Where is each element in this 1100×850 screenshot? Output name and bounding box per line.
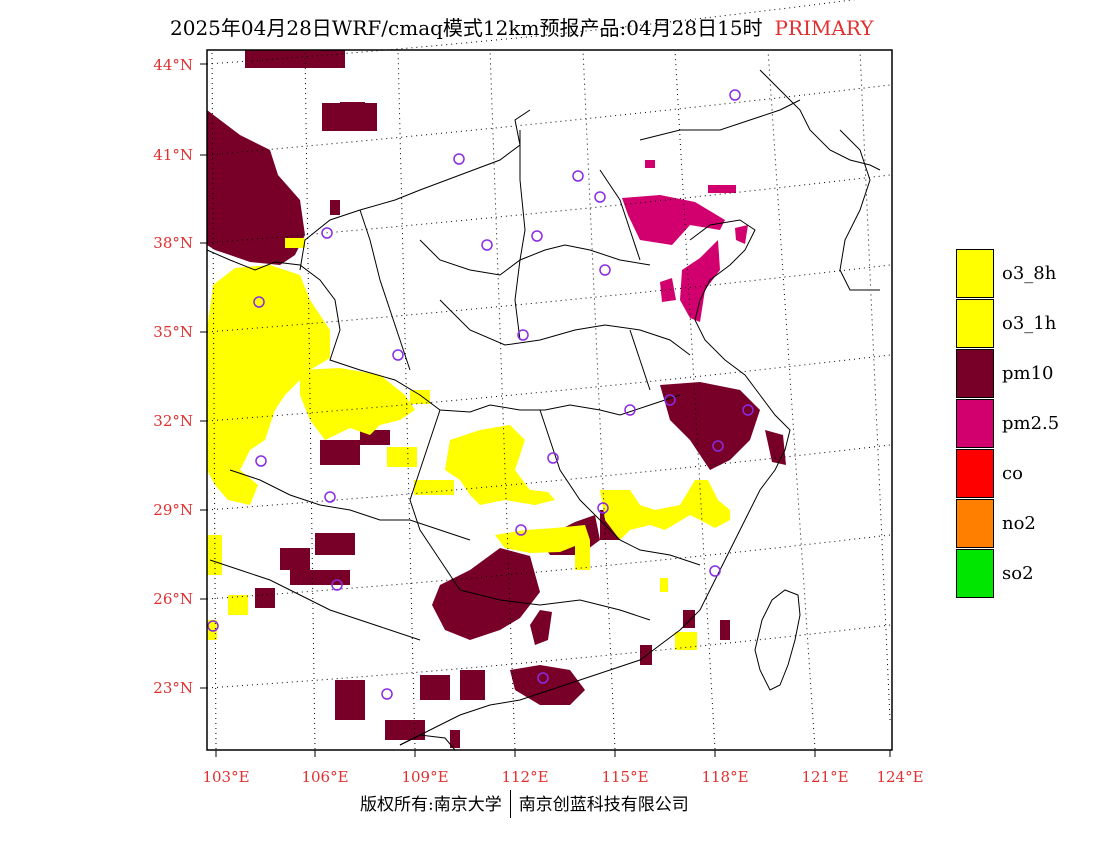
- lon-label: 112°E: [501, 768, 548, 786]
- legend-swatch: [956, 549, 994, 598]
- boundary-lines: [206, 69, 881, 751]
- legend-item-o3-8h: o3_8h: [956, 249, 1056, 299]
- legend-swatch: [956, 499, 994, 548]
- lon-label: 118°E: [701, 768, 748, 786]
- legend-label: pm10: [1002, 363, 1054, 384]
- pollution-patches: [207, 50, 786, 748]
- lon-label: 103°E: [202, 768, 249, 786]
- lat-label: 23°N: [153, 679, 193, 697]
- pollutant-legend: o3_8h o3_1h pm10 pm2.5 co no2 so2: [956, 249, 1059, 599]
- primary-tag: PRIMARY: [774, 16, 874, 40]
- copyright-company: 南京创蓝科技有限公司: [518, 795, 689, 815]
- legend-swatch: [956, 399, 994, 448]
- legend-item-pm10: pm10: [956, 349, 1054, 399]
- lat-label: 38°N: [153, 234, 193, 252]
- lat-label: 26°N: [153, 590, 193, 608]
- longitude-labels: 103°E 106°E 109°E 112°E 115°E 118°E 121°…: [202, 768, 923, 786]
- lat-label: 32°N: [153, 412, 193, 430]
- latitude-labels: 44°N 41°N 38°N 35°N 32°N 29°N 26°N 23°N: [153, 56, 193, 697]
- copyright-footer: 版权所有:南京大学 南京创蓝科技有限公司: [360, 790, 689, 818]
- lon-label: 106°E: [301, 768, 348, 786]
- lon-label: 109°E: [401, 768, 448, 786]
- legend-label: o3_1h: [1002, 313, 1057, 334]
- lat-label: 35°N: [153, 323, 193, 341]
- graticule: [206, 0, 891, 750]
- legend-item-so2: so2: [956, 549, 1034, 599]
- lon-label: 115°E: [601, 768, 648, 786]
- legend-item-co: co: [956, 449, 1024, 499]
- legend-swatch: [956, 449, 994, 498]
- station-markers: [207, 89, 754, 700]
- lat-label: 29°N: [153, 501, 193, 519]
- title-text: 2025年04月28日WRF/cmaq模式12km预报产品:04月28日15时: [170, 16, 763, 40]
- tick-marks: [200, 63, 891, 757]
- legend-label: pm2.5: [1002, 413, 1060, 434]
- legend-item-pm25: pm2.5: [956, 399, 1059, 449]
- legend-swatch: [956, 249, 994, 298]
- legend-label: so2: [1002, 563, 1034, 584]
- map-frame: [206, 49, 893, 751]
- legend-item-o3-1h: o3_1h: [956, 299, 1056, 349]
- lon-label: 124°E: [876, 768, 923, 786]
- lat-label: 44°N: [153, 56, 193, 74]
- legend-swatch: [956, 299, 994, 348]
- copyright-owner: 版权所有:南京大学: [360, 795, 502, 815]
- legend-label: no2: [1002, 513, 1036, 534]
- map-title: 2025年04月28日WRF/cmaq模式12km预报产品:04月28日15时 P…: [170, 12, 1010, 41]
- legend-item-no2: no2: [956, 499, 1036, 549]
- legend-label: o3_8h: [1002, 263, 1057, 284]
- legend-label: co: [1002, 463, 1023, 484]
- lon-label: 121°E: [801, 768, 848, 786]
- lat-label: 41°N: [153, 146, 193, 164]
- legend-swatch: [956, 349, 994, 398]
- footer-divider: [509, 790, 511, 818]
